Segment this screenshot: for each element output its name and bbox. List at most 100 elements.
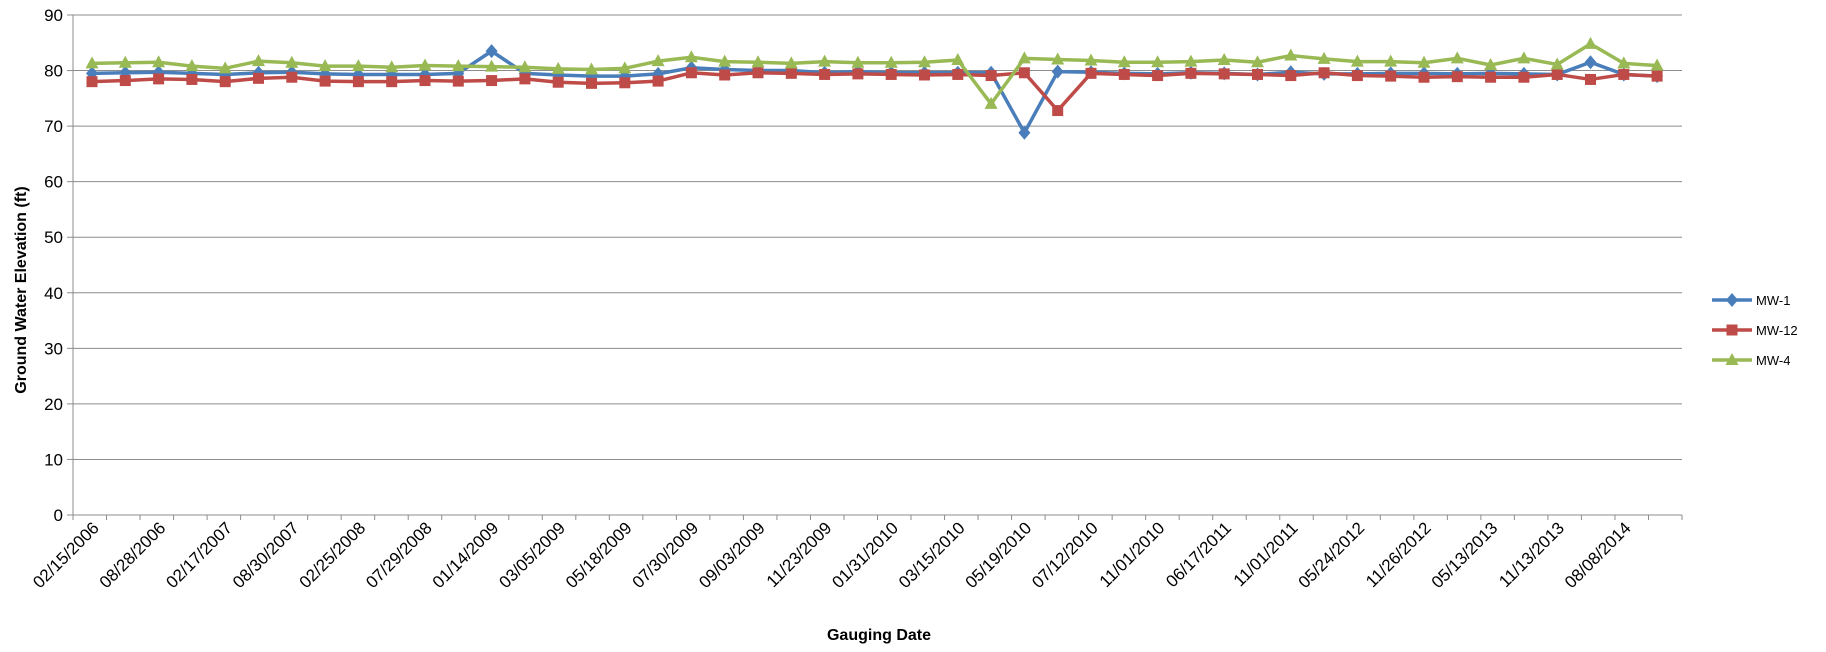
- x-tick-label: 05/19/2010: [962, 518, 1036, 592]
- data-point: [619, 77, 631, 89]
- data-point: [885, 68, 897, 80]
- data-point: [1151, 55, 1165, 68]
- y-tick-labels: 0 10 20 30 40 50 60 70 80 90: [44, 6, 63, 525]
- y-tick-label: 10: [44, 450, 63, 469]
- data-point: [652, 75, 664, 87]
- data-point: [218, 61, 232, 74]
- data-point: [153, 73, 165, 85]
- data-point: [1085, 67, 1097, 79]
- series-mw-4: [85, 36, 1664, 109]
- data-point: [618, 61, 632, 74]
- x-tick-label: 02/15/2006: [29, 518, 103, 592]
- y-tick-label: 50: [44, 228, 63, 247]
- data-point: [751, 55, 765, 68]
- data-point: [851, 55, 865, 68]
- data-point: [253, 72, 264, 84]
- data-point: [1618, 68, 1630, 80]
- series-mw-12: [86, 67, 1663, 117]
- data-point: [1118, 68, 1130, 80]
- data-point: [551, 61, 565, 74]
- data-point: [1450, 51, 1464, 64]
- data-point: [552, 76, 564, 88]
- data-point: [1551, 68, 1563, 80]
- x-axis-title: Gauging Date: [827, 627, 931, 644]
- series-layer: [85, 36, 1664, 140]
- legend-swatch-marker: [1726, 324, 1738, 336]
- data-point: [818, 54, 832, 67]
- y-tick-label: 40: [44, 284, 63, 303]
- data-point: [1318, 67, 1330, 79]
- data-point: [752, 67, 764, 79]
- data-point: [1617, 56, 1631, 69]
- data-point: [1584, 55, 1597, 70]
- data-point: [319, 75, 331, 87]
- legend-label: MW-4: [1756, 353, 1790, 368]
- data-point: [1417, 55, 1431, 68]
- y-axis-title: Ground Water Elevation (ft): [13, 186, 30, 393]
- data-point: [1317, 51, 1331, 64]
- data-point: [1385, 70, 1397, 82]
- data-point: [119, 75, 131, 87]
- data-point: [1451, 71, 1463, 83]
- data-point: [1017, 51, 1031, 64]
- data-point: [286, 71, 298, 83]
- x-tick-label: 02/25/2008: [296, 518, 370, 592]
- data-point: [984, 96, 998, 109]
- y-tick-label: 30: [44, 339, 63, 358]
- legend-label: MW-1: [1756, 293, 1790, 308]
- data-point: [452, 75, 464, 87]
- data-point: [651, 54, 665, 67]
- data-point: [1252, 68, 1263, 80]
- data-point: [1585, 73, 1596, 85]
- data-point: [351, 59, 365, 72]
- y-tick-label: 70: [44, 117, 63, 136]
- data-point: [1051, 64, 1064, 79]
- data-point: [819, 68, 831, 80]
- data-point: [1185, 67, 1197, 79]
- data-point: [118, 55, 132, 68]
- data-point: [185, 59, 199, 72]
- data-point: [518, 60, 532, 73]
- x-tick-label: 08/30/2007: [229, 518, 303, 592]
- data-point: [1350, 54, 1364, 67]
- data-point: [1650, 58, 1664, 71]
- data-point: [985, 70, 997, 82]
- data-point: [785, 67, 797, 79]
- data-point: [385, 60, 399, 73]
- data-point: [1485, 71, 1497, 83]
- data-point: [1152, 70, 1164, 82]
- data-point: [252, 54, 265, 67]
- data-point: [719, 69, 731, 81]
- data-point: [419, 75, 431, 87]
- data-point: [1051, 52, 1065, 65]
- series-line: [91, 71, 1658, 113]
- data-point: [951, 53, 965, 65]
- data-point: [585, 62, 598, 75]
- data-point: [718, 54, 732, 67]
- gridlines: [67, 14, 1682, 516]
- data-point: [1084, 53, 1098, 66]
- x-tick-label: 08/08/2014: [1561, 518, 1635, 592]
- y-tick-label: 0: [54, 506, 63, 525]
- data-point: [285, 55, 299, 68]
- data-point: [1217, 53, 1231, 65]
- data-point: [952, 68, 964, 80]
- data-point: [519, 73, 531, 85]
- data-point: [1251, 55, 1264, 68]
- data-point: [1285, 70, 1297, 82]
- data-point: [1018, 125, 1031, 140]
- data-point: [784, 56, 798, 69]
- data-point: [685, 67, 697, 79]
- data-point: [451, 59, 465, 72]
- data-point: [684, 50, 698, 63]
- x-tick-label: 09/03/2009: [695, 518, 769, 592]
- legend-item: MW-1: [1712, 293, 1790, 308]
- x-tick-label: 05/13/2013: [1428, 518, 1502, 592]
- legend-swatch-marker: [1725, 353, 1739, 365]
- data-point: [486, 75, 498, 87]
- x-tick-label: 08/28/2006: [96, 518, 170, 592]
- legend-label: MW-12: [1756, 323, 1798, 338]
- data-point: [1484, 58, 1498, 70]
- x-tick-label: 05/24/2012: [1295, 518, 1369, 592]
